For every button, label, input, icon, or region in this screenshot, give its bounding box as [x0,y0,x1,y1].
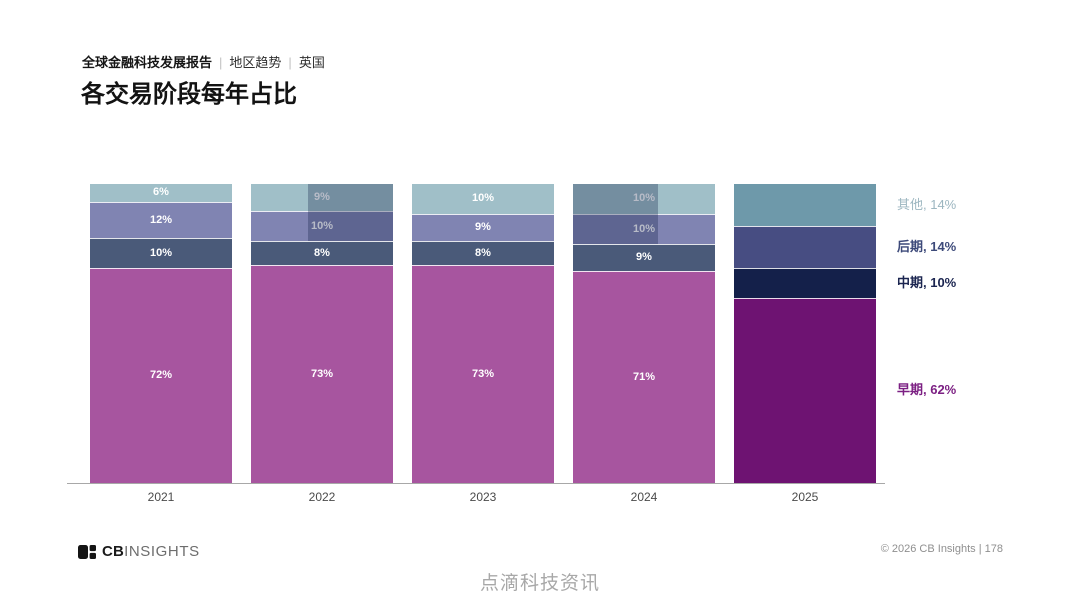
segment-value-label: 10% [632,192,656,205]
legend-item-早期: 早期, 62% [897,382,957,398]
segment-value-label: 8% [314,246,330,259]
page-title: 各交易阶段每年占比 [81,81,297,108]
segment-其他-2021: 6% [90,184,232,202]
x-axis-line [67,483,885,484]
segment-中期-2025 [734,267,876,298]
segment-早期-2025 [734,297,876,483]
legend-item-中期: 中期, 10% [897,274,957,290]
segment-后期-2024: 10% [573,213,715,244]
breadcrumb: 全球金融科技发展报告 | 地区趋势 | 英国 [82,52,325,71]
segment-后期-2021: 12% [90,201,232,238]
segment-value-label: 73% [310,367,334,380]
segment-早期-2022: 73% [251,264,393,483]
segment-value-label: 6% [153,186,169,199]
segment-中期-2024: 9% [573,243,715,271]
bar-2025 [734,184,876,483]
legend-item-其他: 其他, 14% [897,196,957,212]
logo-text-cb: CB [102,543,125,560]
highlight-overlay-2024 [573,184,659,244]
bar-2023: 10% 9% 8% 73% [412,184,554,483]
watermark-text: 点滴科技资讯 [479,573,600,594]
segment-早期-2024: 71% [573,270,715,483]
segment-后期-2025 [734,225,876,268]
segment-value-label: 9% [475,221,491,234]
segment-中期-2022: 8% [251,240,393,265]
breadcrumb-separator-icon: | [219,55,223,70]
legend-item-后期: 后期, 14% [897,238,957,254]
segment-value-label: 10% [632,222,656,235]
bar-2022: 9% 10% 8% 73% [251,184,393,483]
breadcrumb-report-title: 全球金融科技发展报告 [82,55,213,70]
segment-早期-2023: 73% [412,264,554,483]
copyright-page-number: © 2026 CB Insights | 178 [880,543,1003,555]
breadcrumb-separator-icon: | [288,55,292,70]
bar-2021: 6% 12% 10% 72% [90,184,232,483]
segment-value-label: 8% [475,246,491,259]
breadcrumb-section: 地区趋势 [229,55,282,70]
segment-其他-2022: 9% [251,184,393,211]
segment-value-label: 10% [471,192,495,205]
breadcrumb-region: 英国 [298,55,325,70]
segment-中期-2023: 8% [412,240,554,265]
logo-text-insights: INSIGHTS [124,543,200,560]
x-axis-label-2021: 2021 [147,490,175,504]
segment-value-label: 9% [636,251,652,264]
segment-早期-2021: 72% [90,267,232,483]
segment-其他-2023: 10% [412,184,554,214]
segment-value-label: 10% [310,219,334,232]
segment-中期-2021: 10% [90,237,232,268]
segment-value-label: 73% [471,367,495,380]
segment-value-label: 10% [149,246,173,259]
segment-其他-2024: 10% [573,184,715,214]
segment-后期-2022: 10% [251,210,393,241]
segment-value-label: 12% [149,213,173,226]
x-axis-label-2022: 2022 [308,490,336,504]
x-axis-label-2023: 2023 [469,490,497,504]
segment-value-label: 9% [314,190,330,203]
segment-value-label: 71% [632,370,656,383]
x-axis-label-2025: 2025 [791,490,819,504]
segment-其他-2025 [734,184,876,226]
stacked-bar-chart: 6% 12% 10% 72% 2021 9% 10% 8% 73% 2022 10% 9% 8% 73% 2… [90,184,880,504]
segment-后期-2023: 9% [412,213,554,241]
x-axis-label-2024: 2024 [630,490,658,504]
segment-value-label: 72% [149,369,173,382]
cbinsights-logo: CB INSIGHTS [78,543,200,560]
highlight-overlay-2022 [307,184,393,241]
cbinsights-logo-icon [78,544,96,559]
bar-2024: 10% 10% 9% 71% [573,184,715,483]
